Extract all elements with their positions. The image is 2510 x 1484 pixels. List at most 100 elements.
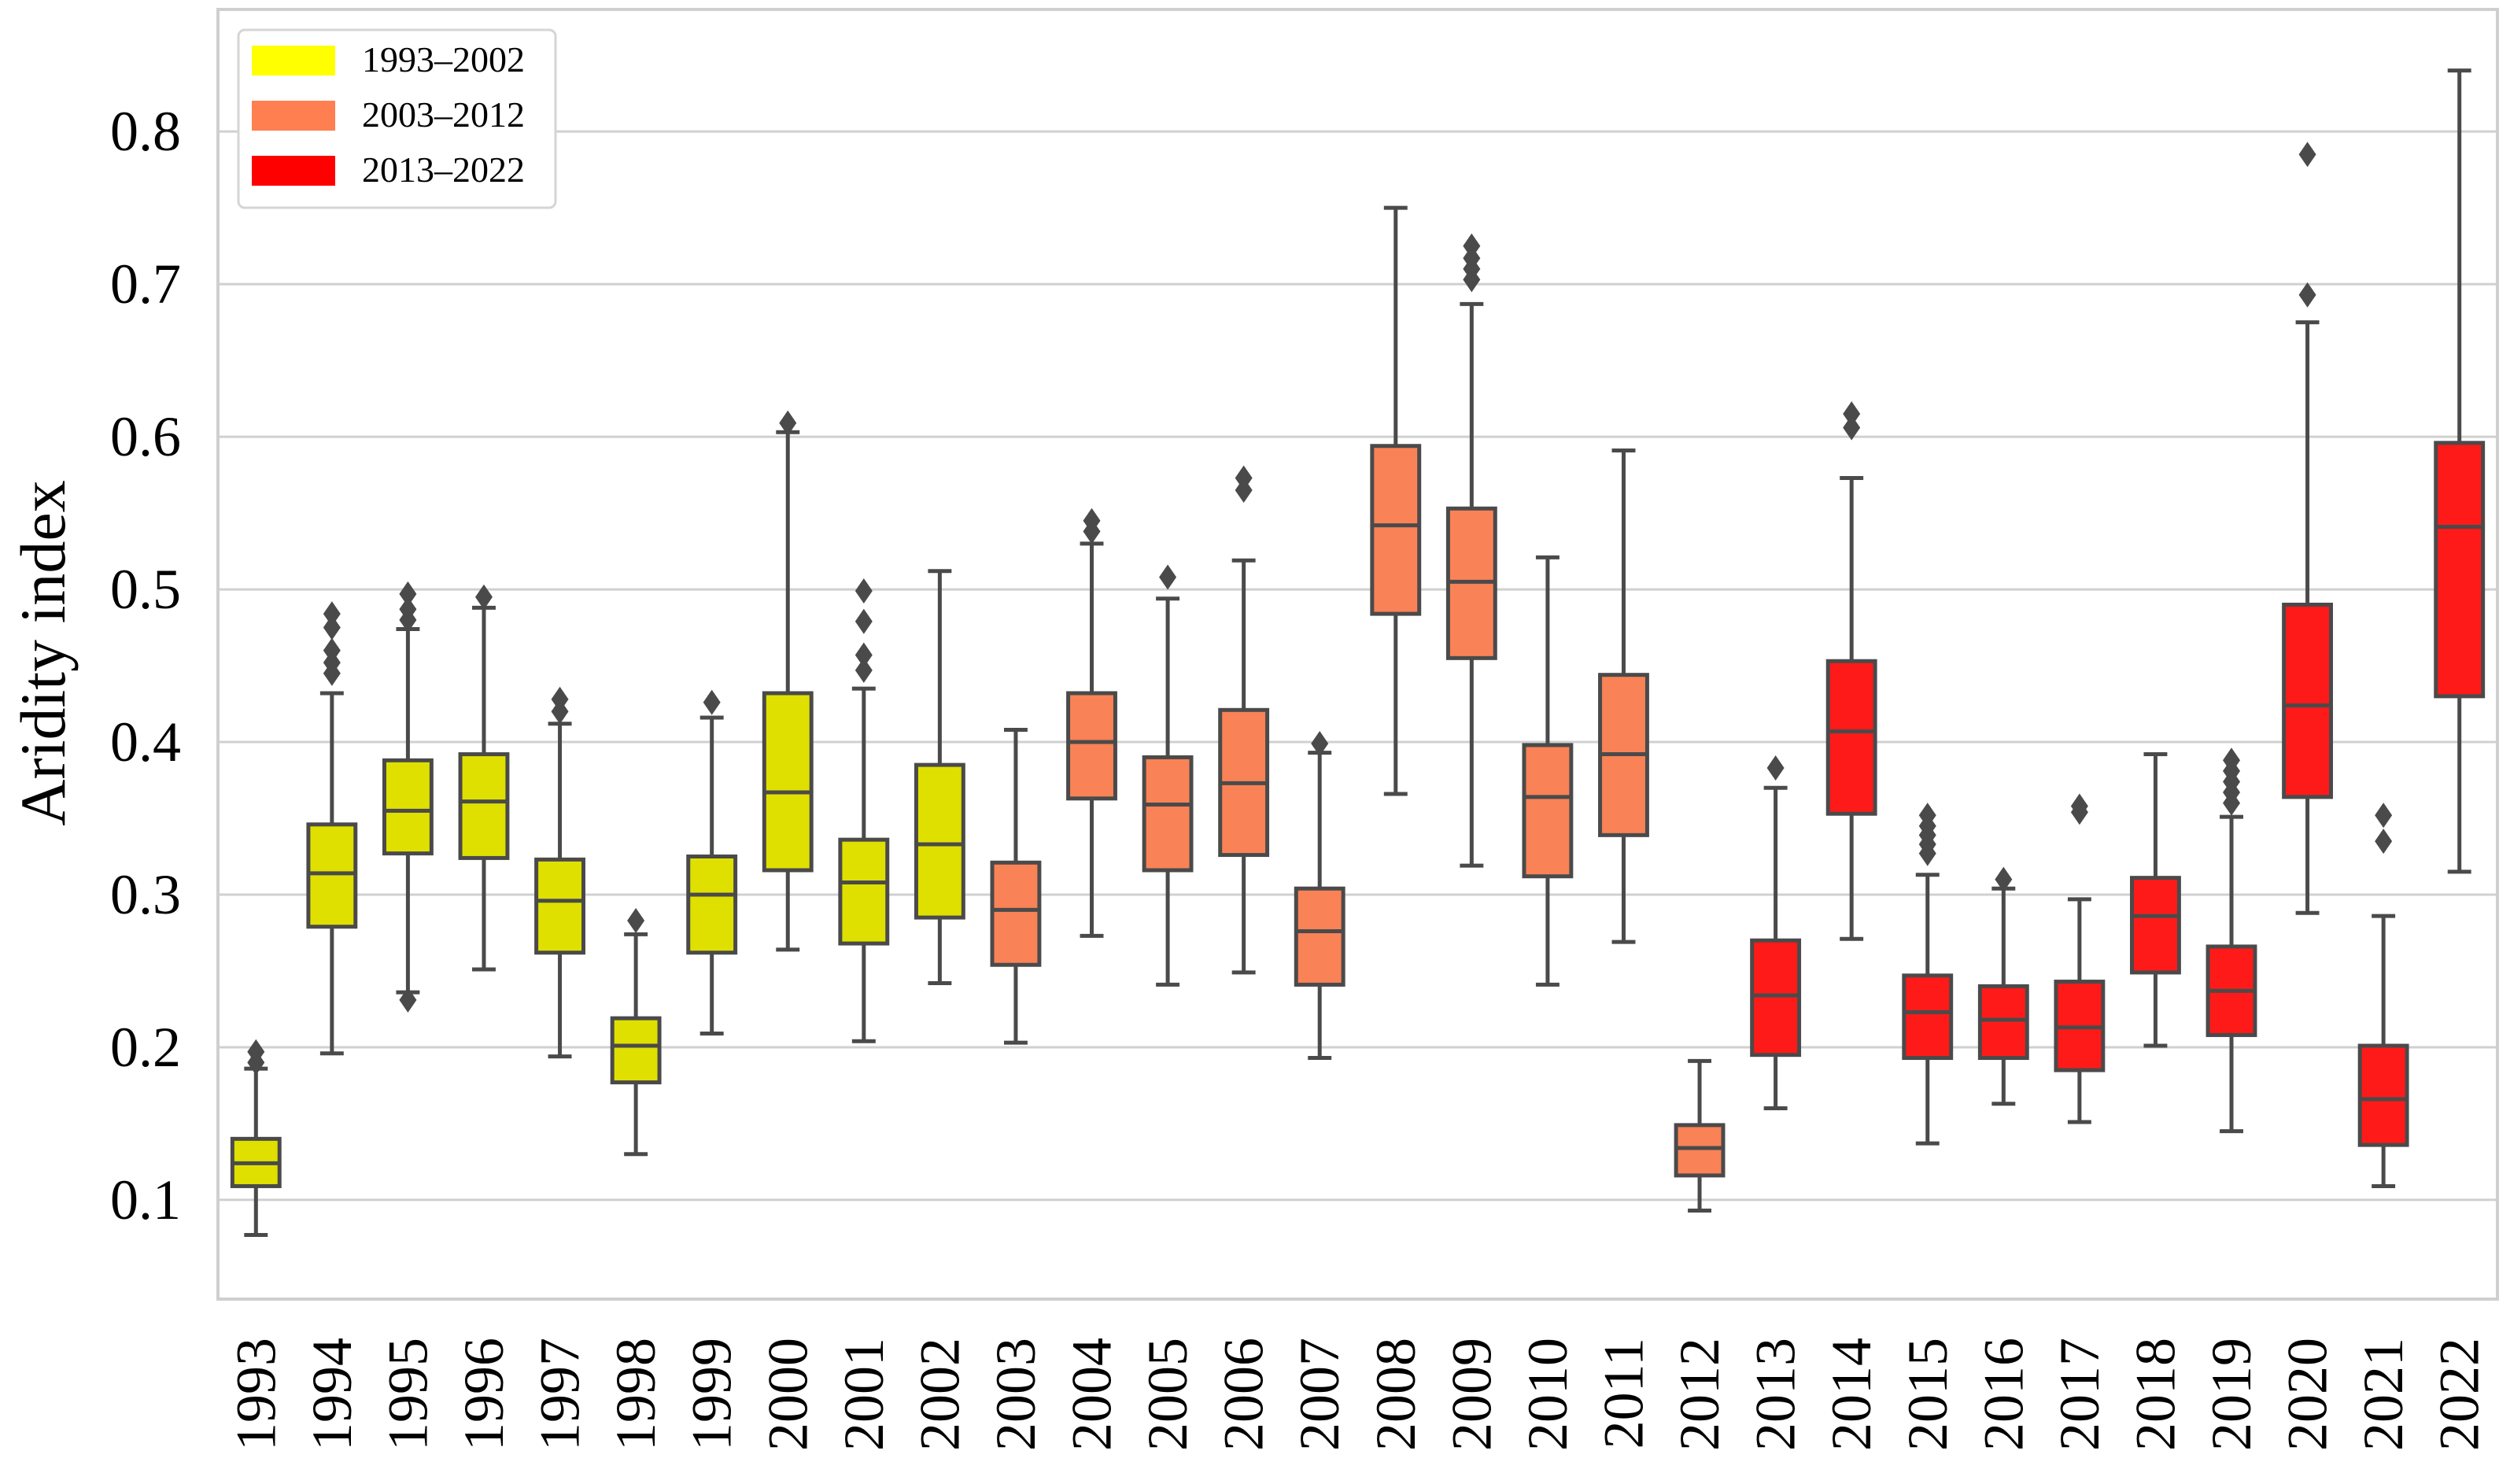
outlier-point <box>399 581 417 607</box>
x-tick-label: 2005 <box>1136 1338 1199 1451</box>
outlier-point <box>551 686 569 712</box>
box-1998 <box>610 907 662 1157</box>
outlier-point <box>1463 233 1481 259</box>
outlier-point <box>1235 465 1253 491</box>
iqr-box <box>1977 984 2029 1061</box>
x-tick-label: 1993 <box>224 1338 287 1451</box>
box-2005 <box>1142 564 1194 987</box>
legend-label: 2003–2012 <box>362 94 525 135</box>
outlier-point <box>2298 142 2316 168</box>
box-2001 <box>838 578 890 1043</box>
outlier-point <box>323 601 341 627</box>
outlier-point <box>1843 401 1861 427</box>
box-2017 <box>2054 793 2106 1124</box>
x-tick-label: 1996 <box>452 1338 515 1451</box>
x-tick-label: 2010 <box>1516 1338 1579 1451</box>
iqr-box <box>2434 441 2486 699</box>
box-2019 <box>2205 748 2257 1134</box>
outlier-point <box>855 608 873 634</box>
outlier-point <box>1766 755 1785 781</box>
box-2018 <box>2130 752 2181 1048</box>
x-tick-label: 2015 <box>1896 1338 1959 1451</box>
box-2002 <box>914 569 965 985</box>
iqr-box <box>610 1016 662 1085</box>
iqr-box <box>1142 755 1194 873</box>
y-tick-label: 0.7 <box>110 253 181 316</box>
x-tick-label: 1997 <box>529 1338 592 1451</box>
legend-swatch <box>252 156 335 186</box>
x-tick-label: 2019 <box>2200 1338 2263 1451</box>
box-1993 <box>230 1039 282 1238</box>
y-tick-label: 0.1 <box>110 1168 181 1231</box>
box-1995 <box>382 581 434 1013</box>
legend-swatch <box>252 46 335 76</box>
iqr-box <box>1370 444 1422 616</box>
iqr-box <box>1825 659 1877 816</box>
x-tick-label: 2012 <box>1668 1338 1731 1451</box>
iqr-box <box>1750 938 1802 1058</box>
x-tick-label: 1999 <box>681 1338 744 1451</box>
y-tick-label: 0.3 <box>110 863 181 926</box>
x-tick-label: 2011 <box>1592 1338 1655 1449</box>
outlier-point <box>1311 730 1329 756</box>
iqr-box <box>2357 1043 2409 1147</box>
x-tick-label: 2003 <box>984 1338 1047 1451</box>
y-tick-label: 0.2 <box>110 1016 181 1079</box>
legend-label: 2013–2022 <box>362 150 525 190</box>
outlier-point <box>399 596 417 622</box>
box-2004 <box>1066 508 1117 938</box>
x-tick-label: 2014 <box>1820 1338 1883 1451</box>
outlier-point <box>1159 564 1177 590</box>
y-tick-labels: 0.1 0.2 0.3 0.4 0.5 0.6 0.7 0.8 <box>110 100 181 1231</box>
outlier-point <box>2375 829 2393 855</box>
box-2012 <box>1674 1058 1726 1213</box>
outlier-point <box>1918 803 1936 829</box>
x-tick-label: 2007 <box>1288 1338 1351 1451</box>
outlier-point <box>855 657 873 683</box>
iqr-box <box>2282 602 2334 799</box>
iqr-box <box>458 752 510 860</box>
x-tick-label: 2021 <box>2352 1338 2415 1451</box>
box-1999 <box>686 689 738 1036</box>
outlier-point <box>2070 793 2088 819</box>
iqr-box <box>686 855 738 955</box>
y-tick-label: 0.4 <box>110 711 181 773</box>
box-2015 <box>1902 803 1954 1146</box>
box-1996 <box>458 584 510 972</box>
iqr-box <box>306 822 358 929</box>
box-1997 <box>534 686 585 1059</box>
x-tick-label: 2022 <box>2428 1338 2491 1451</box>
box-2022 <box>2434 68 2486 874</box>
iqr-box <box>382 758 434 856</box>
x-tick-label: 2020 <box>2276 1338 2339 1451</box>
y-tick-label: 0.8 <box>110 100 181 163</box>
box-2003 <box>990 728 1042 1045</box>
outlier-point <box>2223 748 2241 773</box>
outlier-point <box>2298 282 2316 308</box>
box-2009 <box>1445 233 1497 868</box>
box-2006 <box>1218 465 1270 975</box>
x-tick-label: 2001 <box>832 1338 895 1451</box>
x-tick-label: 1995 <box>376 1338 439 1451</box>
x-tick-label: 2004 <box>1061 1338 1124 1451</box>
iqr-box <box>1066 691 1117 801</box>
legend: 1993–2002 2003–2012 2013–2022 <box>237 28 557 209</box>
outlier-point <box>855 642 873 668</box>
outlier-point <box>703 689 721 715</box>
x-tick-label: 2009 <box>1440 1338 1503 1451</box>
outlier-point <box>1083 508 1101 533</box>
x-tick-label: 2006 <box>1213 1338 1275 1451</box>
box-2000 <box>762 410 814 952</box>
x-tick-label: 2002 <box>908 1338 971 1451</box>
outlier-point <box>1843 415 1861 441</box>
outlier-point <box>627 907 645 933</box>
box-series <box>230 68 2486 1238</box>
y-gridlines <box>218 130 2497 1202</box>
x-tick-labels: 1993 1994 1995 1996 1997 1998 1999 2000 2001 2002… <box>224 1338 2490 1451</box>
box-1994 <box>306 601 358 1056</box>
x-tick-label: 1998 <box>604 1338 667 1451</box>
outlier-point <box>323 637 341 663</box>
outlier-point <box>855 578 873 604</box>
iqr-box <box>838 837 890 946</box>
